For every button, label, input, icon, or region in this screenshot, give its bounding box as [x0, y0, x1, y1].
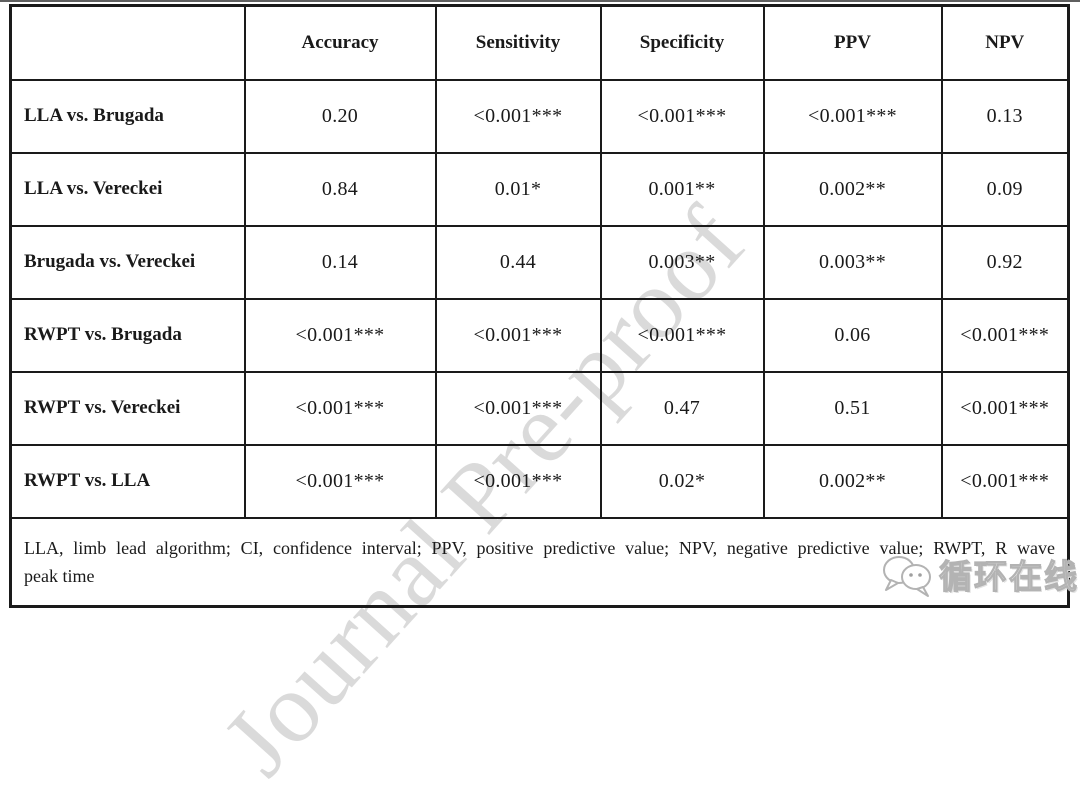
circulation-online-stamp: 循环在线 [882, 554, 1079, 598]
column-header-specificity: Specificity [599, 4, 765, 81]
row-label: LLA vs. Vereckei [9, 151, 246, 227]
cell-value: 0.02* [599, 443, 765, 519]
cell-value: <0.001*** [599, 297, 765, 373]
footnote-text-line2: peak time [24, 565, 95, 586]
cell-value: 0.09 [940, 151, 1070, 227]
row-label: RWPT vs. Vereckei [9, 370, 246, 446]
cell-value: <0.001*** [434, 297, 602, 373]
cell-value: 0.002** [762, 151, 943, 227]
cell-value: 0.47 [599, 370, 765, 446]
header-row: Accuracy Sensitivity Specificity PPV NPV [9, 4, 1070, 81]
cell-value: <0.001*** [434, 78, 602, 154]
table-row: LLA vs. Vereckei 0.84 0.01* 0.001** 0.00… [9, 151, 1070, 227]
cell-value: 0.84 [243, 151, 437, 227]
footnote-text-line1: LLA, limb lead algorithm; CI, confidence… [24, 537, 1055, 558]
cell-value: 0.13 [940, 78, 1070, 154]
cell-value: 0.01* [434, 151, 602, 227]
table-row: RWPT vs. Brugada <0.001*** <0.001*** <0.… [9, 297, 1070, 373]
cell-value: 0.14 [243, 224, 437, 300]
cell-value: 0.001** [599, 151, 765, 227]
cell-value: 0.44 [434, 224, 602, 300]
cell-value: <0.001*** [434, 370, 602, 446]
wechat-chat-bubbles-icon [883, 556, 931, 597]
cell-value: 0.06 [762, 297, 943, 373]
cell-value: <0.001*** [243, 297, 437, 373]
table-row: RWPT vs. LLA <0.001*** <0.001*** 0.02* 0… [9, 443, 1070, 519]
column-header-sensitivity: Sensitivity [434, 4, 602, 81]
cell-value: <0.001*** [940, 370, 1070, 446]
table-row: Brugada vs. Vereckei 0.14 0.44 0.003** 0… [9, 224, 1070, 300]
cell-value: <0.001*** [434, 443, 602, 519]
cell-value: 0.92 [940, 224, 1070, 300]
table-row: LLA vs. Brugada 0.20 <0.001*** <0.001***… [9, 78, 1070, 154]
row-label: RWPT vs. Brugada [9, 297, 246, 373]
results-table: Accuracy Sensitivity Specificity PPV NPV… [9, 4, 1070, 608]
cell-value: 0.20 [243, 78, 437, 154]
cell-value: <0.001*** [940, 443, 1070, 519]
cell-value: 0.002** [762, 443, 943, 519]
cell-value: 0.51 [762, 370, 943, 446]
column-header-accuracy: Accuracy [243, 4, 437, 81]
cell-value: <0.001*** [599, 78, 765, 154]
page-edge-line [0, 0, 1080, 2]
cell-value: 0.003** [599, 224, 765, 300]
cell-value: <0.001*** [243, 370, 437, 446]
cell-value: <0.001*** [940, 297, 1070, 373]
cell-value: <0.001*** [762, 78, 943, 154]
cell-value: <0.001*** [243, 443, 437, 519]
cell-value: 0.003** [762, 224, 943, 300]
column-header-npv: NPV [940, 4, 1070, 81]
row-label: LLA vs. Brugada [9, 78, 246, 154]
row-label: Brugada vs. Vereckei [9, 224, 246, 300]
column-header-ppv: PPV [762, 4, 943, 81]
table-row: RWPT vs. Vereckei <0.001*** <0.001*** 0.… [9, 370, 1070, 446]
stamp-label: 循环在线 [938, 556, 1079, 596]
column-header-blank [9, 4, 246, 81]
row-label: RWPT vs. LLA [9, 443, 246, 519]
